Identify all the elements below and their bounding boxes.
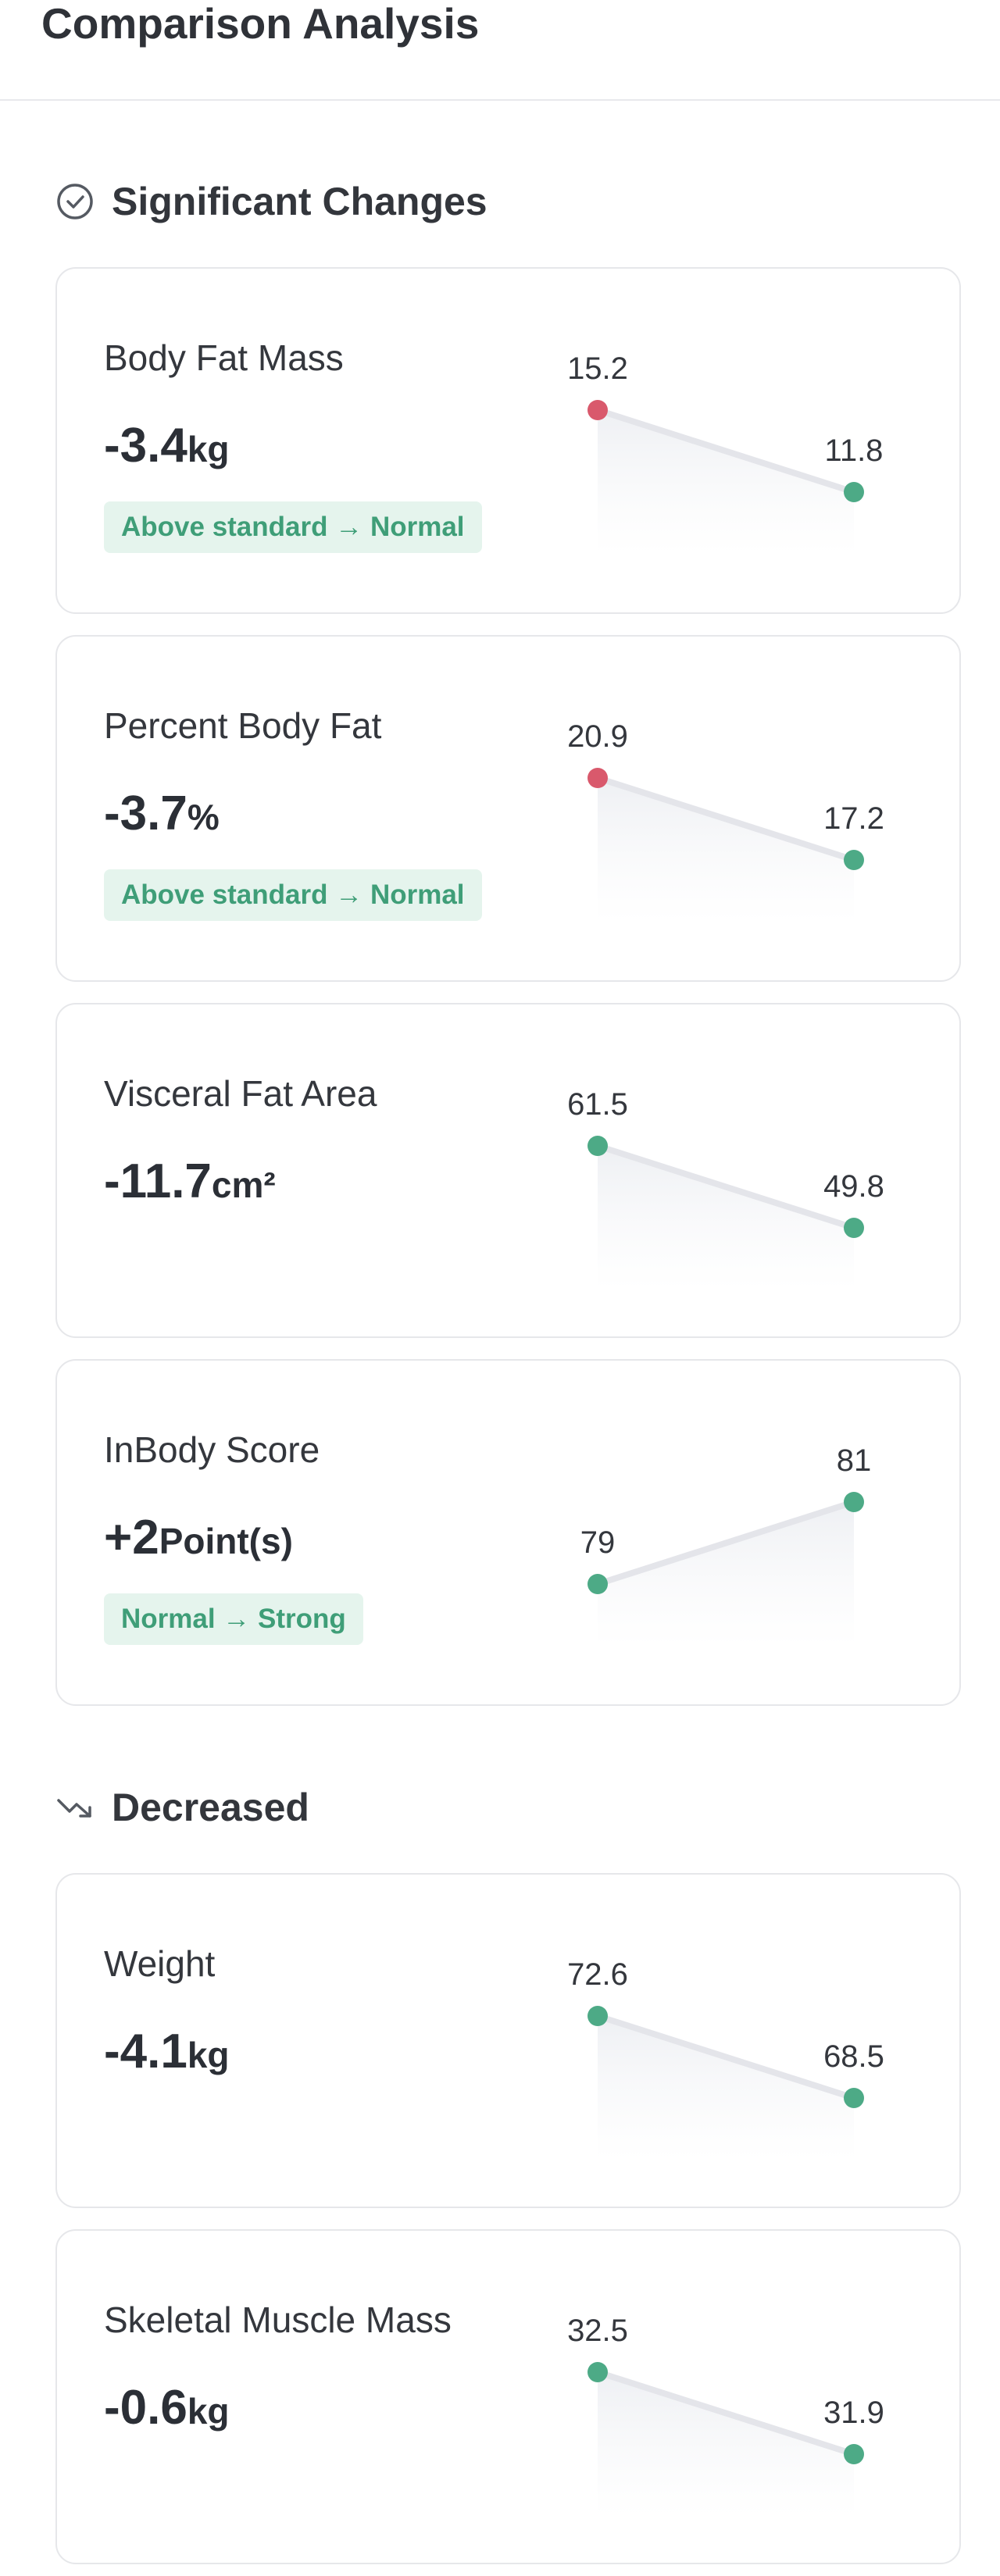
metric-change: +2Point(s) — [104, 1511, 293, 1578]
chart-area — [598, 410, 854, 555]
chart-point — [844, 2088, 864, 2108]
point-label: 20.9 — [567, 719, 628, 754]
change-unit: kg — [187, 2391, 230, 2432]
metric-card: InBody Score +2Point(s) Normal → Strong 79 8… — [55, 1359, 961, 1706]
chart-point — [588, 768, 608, 788]
change-unit: % — [187, 797, 220, 837]
chart-line — [595, 407, 857, 495]
metric-label: Body Fat Mass — [104, 337, 344, 378]
chart-line — [595, 1499, 857, 1587]
change-value: -0.6 — [104, 2381, 188, 2435]
chart-point — [844, 1218, 864, 1238]
metric-change: -4.1kg — [104, 2025, 230, 2092]
point-label: 31.9 — [823, 2396, 884, 2430]
mini-chart: 15.2 11.8 — [567, 351, 884, 555]
metric-label: Visceral Fat Area — [104, 1073, 377, 1114]
metric-card: Visceral Fat Area -11.7cm² 61.5 49.8 — [55, 1003, 961, 1338]
chart-point — [588, 1136, 608, 1156]
status-badge: Normal → Strong — [104, 1593, 363, 1645]
card-list: Weight -4.1kg 72.6 68.5 Skeletal Muscle Mass… — [0, 1873, 1000, 2564]
point-label: 32.5 — [567, 2314, 628, 2348]
change-value: +2 — [104, 1511, 159, 1565]
chart-point — [844, 850, 864, 870]
chart-area — [598, 2372, 854, 2517]
metric-label: Skeletal Muscle Mass — [104, 2299, 452, 2340]
chart-line — [595, 775, 857, 863]
chart-point — [844, 482, 864, 502]
chart-point — [844, 2444, 864, 2464]
mini-chart: 79 81 — [580, 1443, 872, 1647]
chart-area — [598, 1146, 854, 1290]
status-badge: Above standard → Normal — [104, 501, 482, 553]
point-label: 79 — [580, 1525, 616, 1560]
chart-point — [588, 400, 608, 420]
metric-card: Body Fat Mass -3.4kg Above standard → Norm… — [55, 267, 961, 614]
section: Decreased Weight -4.1kg 72.6 68.5 Skeletal M… — [0, 1784, 1000, 2564]
point-label: 11.8 — [825, 433, 884, 468]
chart-point — [588, 1574, 608, 1594]
trend-down-icon — [57, 1799, 91, 1818]
section: Significant Changes Body Fat Mass -3.4kg A… — [0, 178, 1000, 1706]
chart-point — [588, 2006, 608, 2026]
mini-chart: 61.5 49.8 — [567, 1087, 884, 1290]
card-list: Body Fat Mass -3.4kg Above standard → Norm… — [0, 267, 1000, 1706]
metric-card: Skeletal Muscle Mass -0.6kg 32.5 31.9 — [55, 2229, 961, 2564]
metric-card: Weight -4.1kg 72.6 68.5 — [55, 1873, 961, 2208]
chart-area — [598, 778, 854, 922]
mini-chart: 72.6 68.5 — [567, 1957, 884, 2160]
metric-change: -0.6kg — [104, 2381, 230, 2448]
metric-change: -11.7cm² — [104, 1154, 276, 1222]
point-label: 72.6 — [567, 1957, 628, 1992]
chart-area — [598, 1502, 854, 1647]
point-label: 68.5 — [823, 2039, 884, 2074]
metric-label: Weight — [104, 1943, 216, 1984]
check-icon — [57, 184, 93, 219]
section-header: Decreased — [55, 1784, 1000, 1831]
metric-change: -3.4kg — [104, 419, 230, 486]
status-badge: Above standard → Normal — [104, 869, 482, 921]
point-label: 61.5 — [567, 1087, 628, 1122]
mini-chart: 32.5 31.9 — [567, 2314, 884, 2517]
change-unit: cm² — [211, 1165, 276, 1205]
change-value: -3.4 — [104, 419, 188, 473]
chart-line — [595, 2013, 857, 2101]
metric-label: Percent Body Fat — [104, 705, 382, 746]
change-value: -11.7 — [104, 1154, 212, 1208]
chart-point — [588, 2362, 608, 2382]
change-value: -4.1 — [104, 2025, 188, 2078]
metric-change: -3.7% — [104, 787, 220, 854]
chart-point — [844, 1492, 864, 1512]
point-label: 15.2 — [567, 351, 628, 386]
metric-label: InBody Score — [104, 1429, 320, 1470]
page-title: Comparison Analysis — [41, 0, 480, 48]
header: Comparison Analysis — [0, 0, 1000, 101]
change-value: -3.7 — [104, 787, 188, 840]
point-label: 17.2 — [823, 801, 884, 836]
section-title: Decreased — [112, 1786, 309, 1829]
chart-area — [598, 2016, 854, 2160]
point-label: 81 — [837, 1443, 872, 1478]
chart-line — [595, 1143, 857, 1231]
change-unit: kg — [187, 429, 230, 469]
metric-card: Percent Body Fat -3.7% Above standard → No… — [55, 635, 961, 982]
section-header: Significant Changes — [55, 178, 1000, 225]
section-title: Significant Changes — [112, 180, 488, 223]
mini-chart: 20.9 17.2 — [567, 719, 884, 922]
change-unit: kg — [187, 2035, 230, 2075]
point-label: 49.8 — [823, 1169, 884, 1204]
chart-line — [595, 2369, 857, 2457]
change-unit: Point(s) — [159, 1521, 293, 1561]
